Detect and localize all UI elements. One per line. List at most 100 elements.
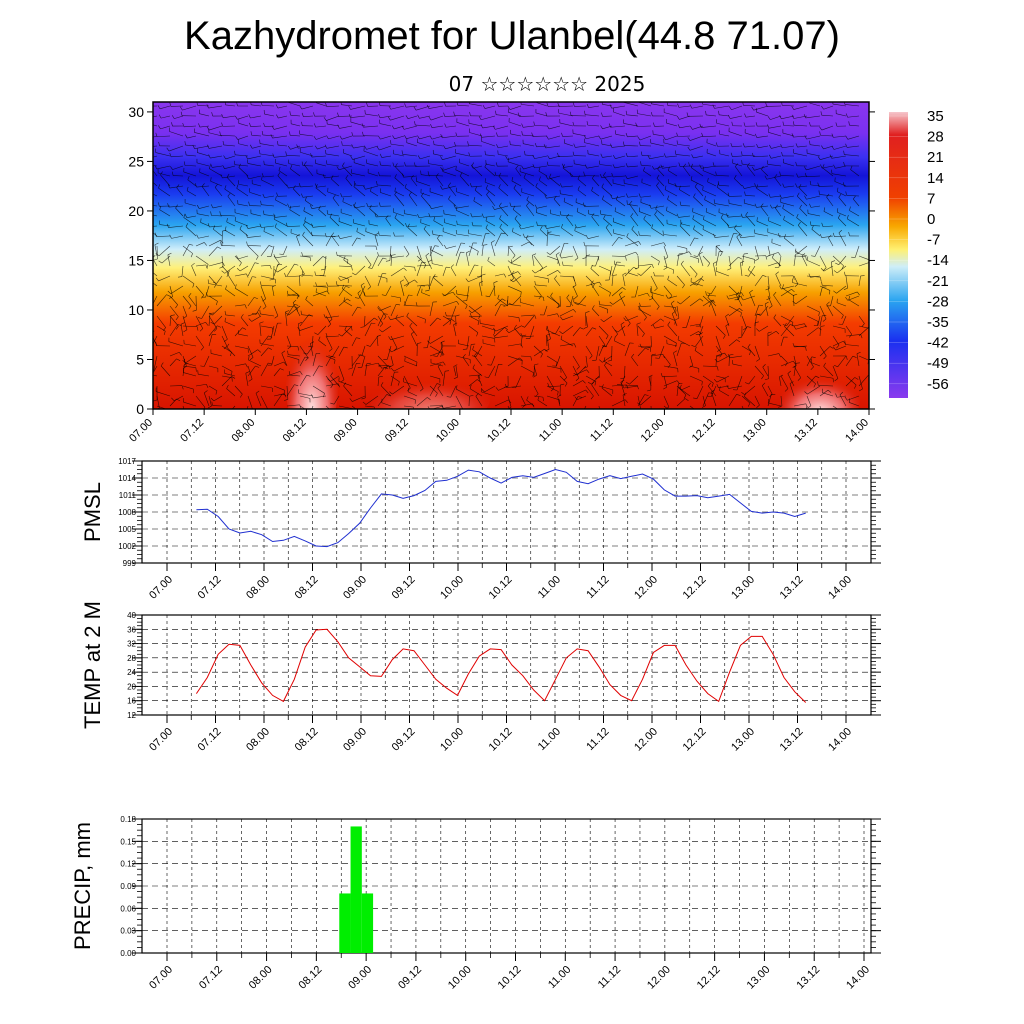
wind-barb-flag [651,112,653,117]
wind-barb-flag [304,196,307,201]
wind-barb-flag [630,213,634,217]
wind-barb-flag [809,203,812,208]
x-tick-label: 14.00 [843,417,871,445]
wind-barb [203,355,210,367]
wind-barb [536,145,548,148]
wind-barb-flag [408,294,413,296]
wind-barb [511,274,522,287]
wind-barb [316,185,327,188]
wind-barb [706,211,717,217]
wind-barb-flag [574,226,576,231]
wind-barb [662,375,678,378]
wind-barb-flag [284,272,287,277]
wind-barb-flag [689,104,693,109]
wind-barb-flag [179,352,182,356]
wind-barb [221,345,232,353]
wind-barb [743,295,756,301]
wind-barb [329,217,340,227]
wind-barb-flag [674,150,677,155]
wind-barb [848,299,860,307]
wind-barb-flag [340,193,343,198]
colorbar-label: -28 [927,293,949,310]
wind-barb [507,315,520,318]
wind-barb [559,309,574,317]
wind-barb-flag [498,172,502,177]
wind-barb-flag [835,262,839,265]
wind-barb [213,228,223,237]
wind-barb-flag [167,203,170,208]
wind-barb [837,191,847,197]
wind-barb-flag [485,185,489,189]
wind-barb-flag [808,273,811,278]
wind-barb-flag [469,183,472,188]
wind-barb [602,155,613,158]
wind-barb [611,275,614,287]
wind-barb [831,155,847,159]
wind-barb [782,132,795,137]
wind-barb-flag [171,397,175,401]
wind-barb-flag [720,252,723,257]
wind-barb-flag [513,184,517,189]
wind-barb-flag [796,173,799,178]
wind-barb [275,255,288,259]
wind-barb [379,235,392,237]
wind-barb-flag [443,145,446,149]
wind-barb [520,314,535,317]
y-tick-label: 24 [127,668,136,677]
wind-barb [623,365,626,378]
y-tick-label: 0.15 [120,837,136,846]
wind-barb-flag [314,145,318,150]
wind-barb [830,262,834,277]
wind-barb-flag [693,255,698,257]
wind-barb-flag [239,262,242,267]
x-tick-label: 11.00 [536,574,563,601]
wind-barb [663,142,678,147]
wind-barb-flag [226,270,231,274]
wind-barb-flag [505,155,508,160]
wind-barb-flag [444,123,447,128]
wind-barb [338,346,345,357]
wind-barb [778,255,782,268]
wind-barb [247,262,256,277]
wind-barb-flag [743,327,747,331]
wind-barb [794,345,808,348]
wind-barb-flag [603,172,606,176]
wind-barb-flag [160,171,163,175]
wind-barb [641,164,652,167]
wind-barb-flag [711,383,714,387]
wind-barb [208,295,218,302]
wind-barb-flag [406,253,410,258]
wind-barb [673,352,678,367]
wind-barb [367,172,379,177]
wind-barb-flag [603,357,606,362]
warm-spot [780,370,860,409]
wind-barb-flag [226,173,230,178]
wind-barb-flag [773,291,777,296]
wind-barb [806,165,821,171]
x-tick-label: 10.00 [434,417,462,445]
wind-barb-flag [651,353,656,356]
wind-barb-flag [301,252,303,257]
wind-barb [756,111,769,117]
wind-barb-flag [514,324,517,329]
wind-barb [767,385,773,395]
wind-barb-flag [711,299,716,303]
wind-barb-flag [369,204,372,209]
wind-barb [195,321,206,327]
wind-barb [338,255,349,261]
wind-barb-flag [524,150,526,155]
wind-barb [533,395,544,398]
wind-barb-flag [154,242,159,245]
wind-barb [577,189,587,197]
wind-barb [468,242,474,257]
wind-barb-flag [322,256,327,259]
wind-barb-flag [279,368,284,371]
wind-barb [259,153,275,157]
wind-barb-flag [783,234,787,239]
wind-barb [402,154,418,157]
wind-barb [169,315,172,327]
wind-barb [610,125,626,128]
wind-barb [670,303,678,317]
wind-barb [248,175,262,180]
wind-barb-flag [740,296,744,301]
